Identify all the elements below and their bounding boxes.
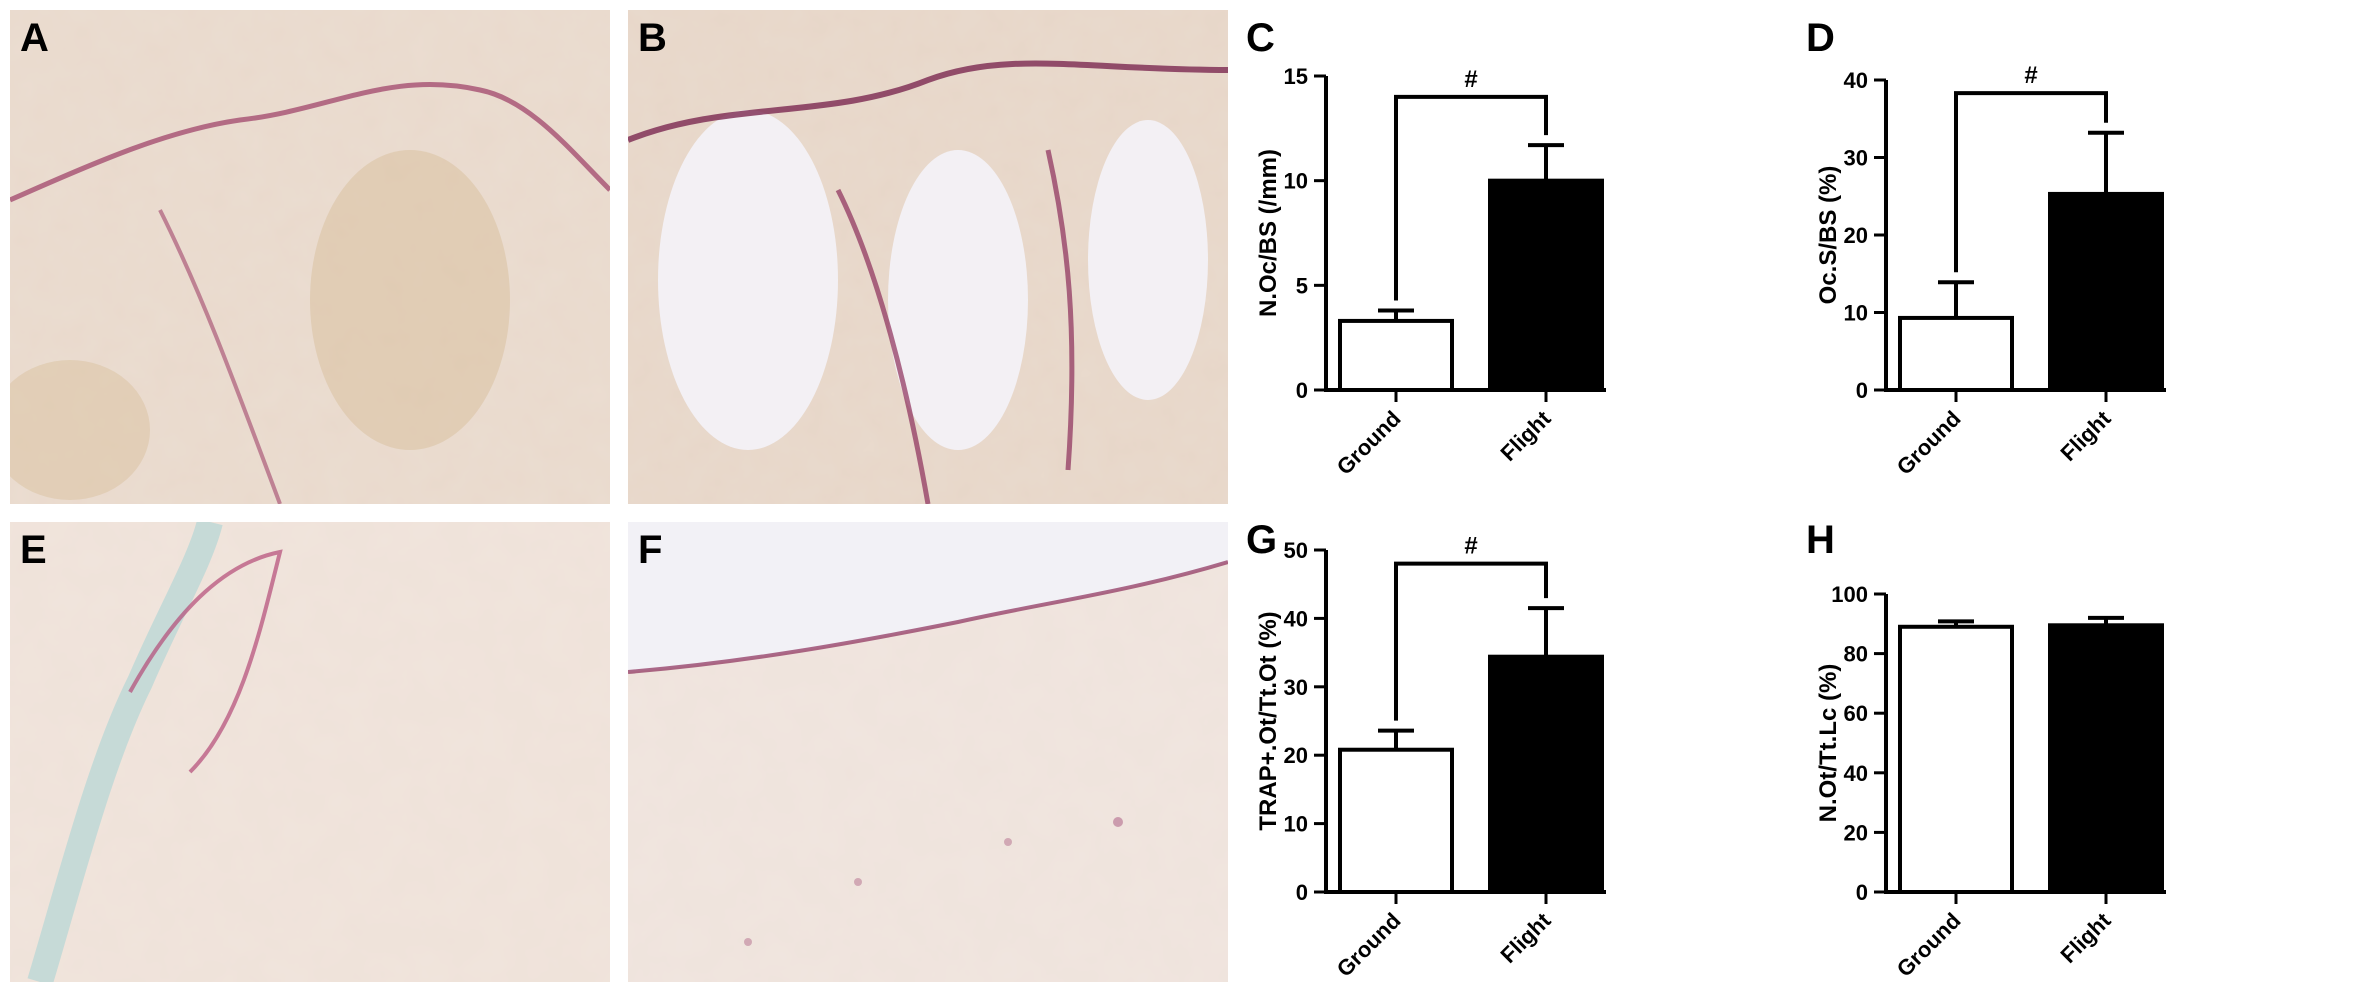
significance-label: # [1464,66,1477,93]
significance-label: # [2024,62,2037,89]
y-tick-label: 0 [1296,880,1308,905]
y-tick-label: 100 [1831,582,1868,607]
x-tick-label: Ground [1332,908,1406,982]
panel-letter-a: A [20,16,49,60]
y-tick-label: 80 [1844,642,1868,667]
panel-letter-e: E [20,528,47,572]
x-tick-label: Flight [1496,907,1556,967]
y-tick-label: 30 [1844,146,1868,171]
y-tick-label: 50 [1284,538,1308,563]
panel-letter-c: C [1246,16,1275,60]
x-tick-label: Flight [1496,405,1556,465]
y-tick-label: 0 [1856,880,1868,905]
panel-letter-f: F [638,528,663,572]
chart-g-plot: 0 10 20 30 40 50 TRAP+.Ot/Tt.Ot (%) Ground Fligh… [1255,533,1606,982]
bar-ground [1898,315,2014,392]
y-tick-label: 10 [1284,812,1308,837]
y-tick-label: 10 [1844,301,1868,326]
chart-d: D 0 10 20 30 40 Oc.S/BS (%) Ground Flight # [1806,18,2346,496]
significance-label: # [1464,533,1477,560]
micrograph-e-image [10,522,610,982]
x-tick-label: Flight [2056,405,2116,465]
y-tick-label: 40 [1844,761,1868,786]
y-axis-label: N.Oc/BS (/mm) [1255,149,1282,317]
y-tick-label: 10 [1284,169,1308,194]
bar-flight [1488,178,1604,392]
micrograph-f: F [628,522,1228,982]
bar-ground [1338,318,1454,393]
y-tick-label: 20 [1284,743,1308,768]
y-axis-label: N.Ot/Tt.Lc (%) [1815,664,1842,823]
panel-letter-d: D [1806,16,1835,60]
x-tick-label: Ground [1892,908,1966,982]
panel-letter-h: H [1806,518,1835,562]
y-tick-label: 5 [1296,273,1308,298]
y-tick-label: 20 [1844,223,1868,248]
significance-bracket [1954,91,2108,273]
bar-ground [1898,624,2014,894]
y-tick-label: 40 [1284,606,1308,631]
significance-bracket [1394,94,1548,301]
chart-h-plot: 0 20 40 60 80 100 N.Ot/Tt.Lc (%) Ground Flight [1815,582,2166,982]
y-tick-label: 60 [1844,701,1868,726]
micrograph-a: A [10,10,610,504]
significance-bracket [1394,561,1548,721]
micrograph-f-image [628,522,1228,982]
y-tick-label: 0 [1296,378,1308,403]
chart-c-plot: 0 5 10 15 N.Oc/BS (/mm) Ground Flight # [1255,64,1606,480]
y-axis-label: Oc.S/BS (%) [1815,166,1842,305]
y-tick-label: 20 [1844,820,1868,845]
x-tick-label: Ground [1332,406,1406,480]
panel-letter-b: B [638,16,667,60]
micrograph-b: B [628,10,1228,504]
bar-flight [2048,191,2164,392]
micrograph-b-image [628,10,1228,504]
chart-h: H 0 20 40 60 80 100 N.Ot/Tt.Lc (%) Ground Flight [1806,520,2346,988]
x-tick-label: Flight [2056,907,2116,967]
bar-flight [1488,654,1604,894]
y-tick-label: 40 [1844,68,1868,93]
micrograph-a-image [10,10,610,504]
micrograph-e: E [10,522,610,982]
panel-letter-g: G [1246,518,1278,562]
y-tick-label: 30 [1284,675,1308,700]
bar-flight [2048,623,2164,894]
bar-ground [1338,747,1454,894]
x-tick-label: Ground [1892,406,1966,480]
chart-c: C 0 5 10 15 N.Oc/BS (/mm) Ground Flight # [1246,18,1786,496]
y-tick-label: 0 [1856,378,1868,403]
y-axis-label: TRAP+.Ot/Tt.Ot (%) [1255,611,1282,830]
chart-d-plot: 0 10 20 30 40 Oc.S/BS (%) Ground Flight # [1815,62,2166,480]
chart-g: G 0 10 20 30 40 50 TRAP+.Ot/Tt.Ot (%) Ground Fli… [1246,520,1786,988]
y-tick-label: 15 [1284,64,1308,89]
